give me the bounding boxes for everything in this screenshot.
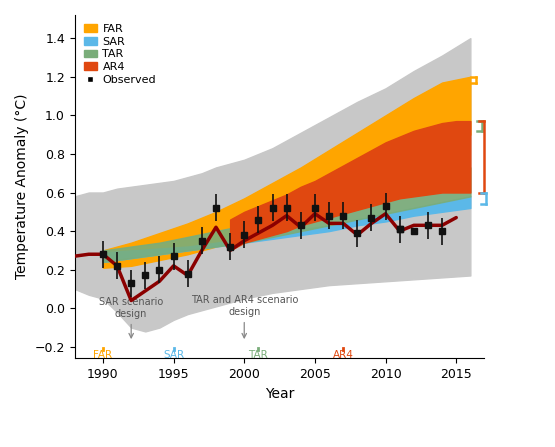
Text: AR4: AR4 <box>333 350 354 360</box>
X-axis label: Year: Year <box>265 387 294 401</box>
Text: SAR scenario
design: SAR scenario design <box>99 297 163 338</box>
Y-axis label: Temperature Anomaly (°C): Temperature Anomaly (°C) <box>15 94 29 279</box>
Text: TAR and AR4 scenario
design: TAR and AR4 scenario design <box>190 295 298 338</box>
Text: FAR: FAR <box>93 350 113 360</box>
Legend: FAR, SAR, TAR, AR4, Observed: FAR, SAR, TAR, AR4, Observed <box>80 21 159 89</box>
Text: SAR: SAR <box>163 350 184 360</box>
Text: TAR: TAR <box>249 350 268 360</box>
